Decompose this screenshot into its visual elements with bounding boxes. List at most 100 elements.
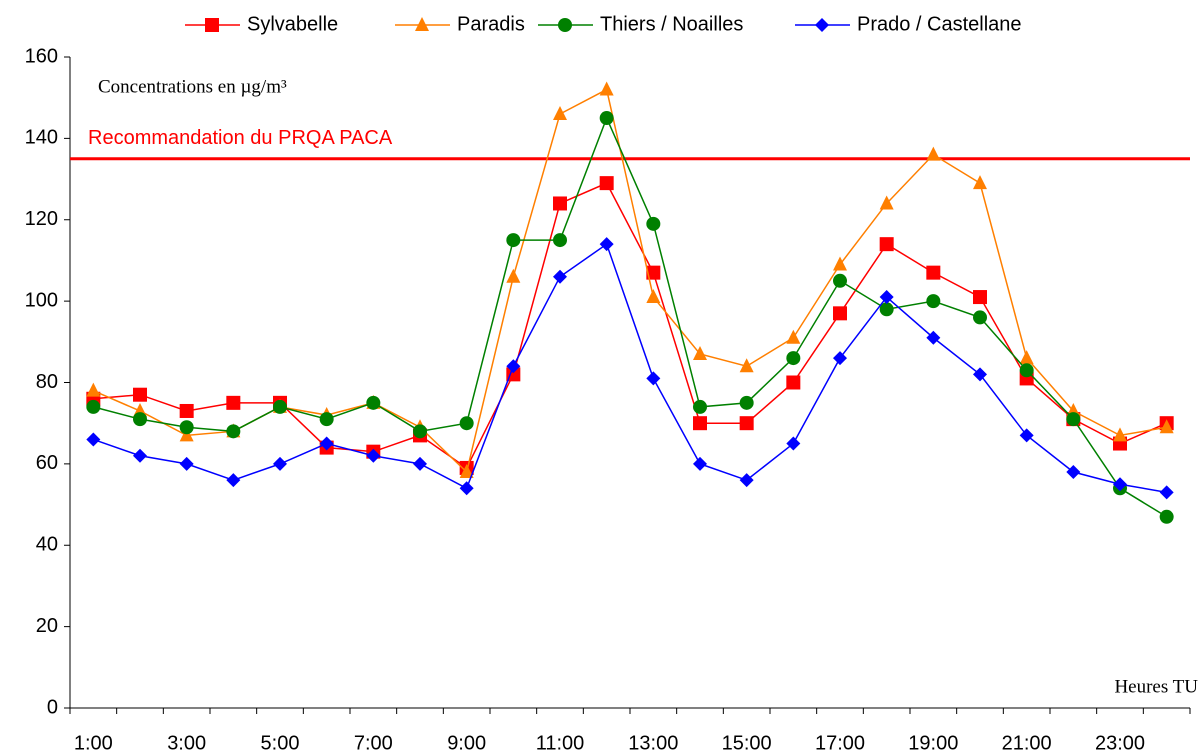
data-point — [739, 473, 754, 488]
reference-label: Recommandation du PRQA PACA — [88, 127, 393, 149]
data-point — [459, 464, 474, 479]
data-point — [366, 395, 381, 410]
data-point — [973, 310, 987, 325]
data-point — [973, 290, 987, 305]
data-point — [926, 294, 941, 309]
data-point — [133, 448, 147, 463]
data-point — [786, 436, 801, 451]
data-point — [1066, 412, 1081, 427]
x-tick-label: 7:00 — [354, 732, 393, 754]
data-point — [226, 473, 241, 488]
data-point — [459, 481, 474, 496]
data-point — [459, 416, 474, 431]
data-point — [1159, 419, 1174, 434]
data-point — [786, 351, 801, 366]
data-point — [273, 399, 287, 414]
y-tick-label: 0 — [47, 696, 58, 718]
data-point — [693, 346, 707, 361]
x-axis-label: Heures TU — [1114, 676, 1198, 697]
x-tick-label: 21:00 — [1002, 732, 1052, 754]
data-point — [1066, 465, 1081, 480]
data-point — [973, 367, 987, 382]
data-point — [506, 359, 521, 374]
data-point — [319, 436, 334, 451]
data-point — [646, 289, 661, 304]
series-line — [93, 116, 1168, 518]
data-point — [739, 358, 754, 373]
data-point — [786, 329, 801, 344]
legend-label: Thiers / Noailles — [600, 13, 743, 35]
y-tick-label: 100 — [25, 289, 58, 311]
data-point — [1113, 427, 1127, 442]
legend-label: Paradis — [457, 13, 525, 35]
data-point — [599, 111, 614, 126]
data-point — [413, 456, 427, 471]
data-point — [319, 412, 334, 427]
data-point — [599, 81, 614, 96]
data-point — [1019, 363, 1034, 378]
data-point — [693, 456, 707, 471]
data-point — [739, 395, 754, 410]
x-tick-label: 15:00 — [722, 732, 772, 754]
data-point — [693, 399, 707, 414]
data-point — [1019, 428, 1034, 443]
data-point — [553, 269, 567, 284]
legend-label: Sylvabelle — [247, 13, 338, 35]
legend-marker — [815, 18, 829, 32]
data-point — [926, 265, 941, 280]
x-tick-label: 13:00 — [628, 732, 678, 754]
data-point — [226, 424, 241, 439]
data-point — [226, 395, 241, 410]
legend-marker — [558, 18, 572, 32]
data-point — [739, 416, 754, 431]
data-point — [833, 351, 847, 366]
y-tick-label: 160 — [25, 45, 58, 67]
x-tick-label: 17:00 — [815, 732, 865, 754]
data-point — [1159, 509, 1174, 524]
data-point — [179, 456, 194, 471]
data-point — [973, 175, 987, 190]
data-point — [413, 424, 427, 439]
data-point — [879, 195, 894, 210]
x-tick-label: 1:00 — [74, 732, 113, 754]
data-point — [366, 448, 381, 463]
data-point — [879, 290, 894, 305]
data-point — [599, 237, 614, 252]
series-line — [93, 182, 1167, 470]
y-tick-label: 60 — [36, 452, 58, 474]
x-tick-label: 23:00 — [1095, 732, 1145, 754]
data-point — [553, 196, 567, 211]
x-tick-label: 11:00 — [536, 732, 585, 754]
data-point — [1019, 350, 1034, 365]
data-point — [1159, 485, 1174, 500]
data-point — [553, 233, 567, 248]
annotation: Concentrations en µg/m³ — [98, 76, 287, 97]
y-tick-label: 20 — [36, 615, 58, 637]
data-point — [833, 306, 847, 321]
legend-marker — [205, 18, 219, 32]
series-line — [93, 242, 1167, 494]
data-point — [926, 330, 941, 345]
data-point — [879, 302, 894, 317]
data-point — [179, 427, 194, 442]
y-tick-label: 40 — [36, 534, 58, 556]
data-point — [786, 375, 801, 390]
y-tick-label: 140 — [25, 127, 58, 149]
data-point — [553, 105, 567, 120]
data-point — [646, 265, 661, 280]
x-tick-label: 9:00 — [447, 732, 486, 754]
data-point — [1113, 477, 1127, 492]
data-point — [86, 399, 101, 414]
data-point — [693, 416, 707, 431]
data-point — [179, 420, 194, 435]
data-point — [833, 256, 847, 271]
x-tick-label: 5:00 — [261, 732, 300, 754]
data-point — [506, 367, 521, 382]
legend-marker — [415, 17, 429, 31]
legend-label: Prado / Castellane — [857, 13, 1022, 35]
data-point — [599, 176, 614, 191]
data-point — [273, 456, 287, 471]
data-point — [833, 273, 847, 288]
y-tick-label: 120 — [25, 208, 58, 230]
